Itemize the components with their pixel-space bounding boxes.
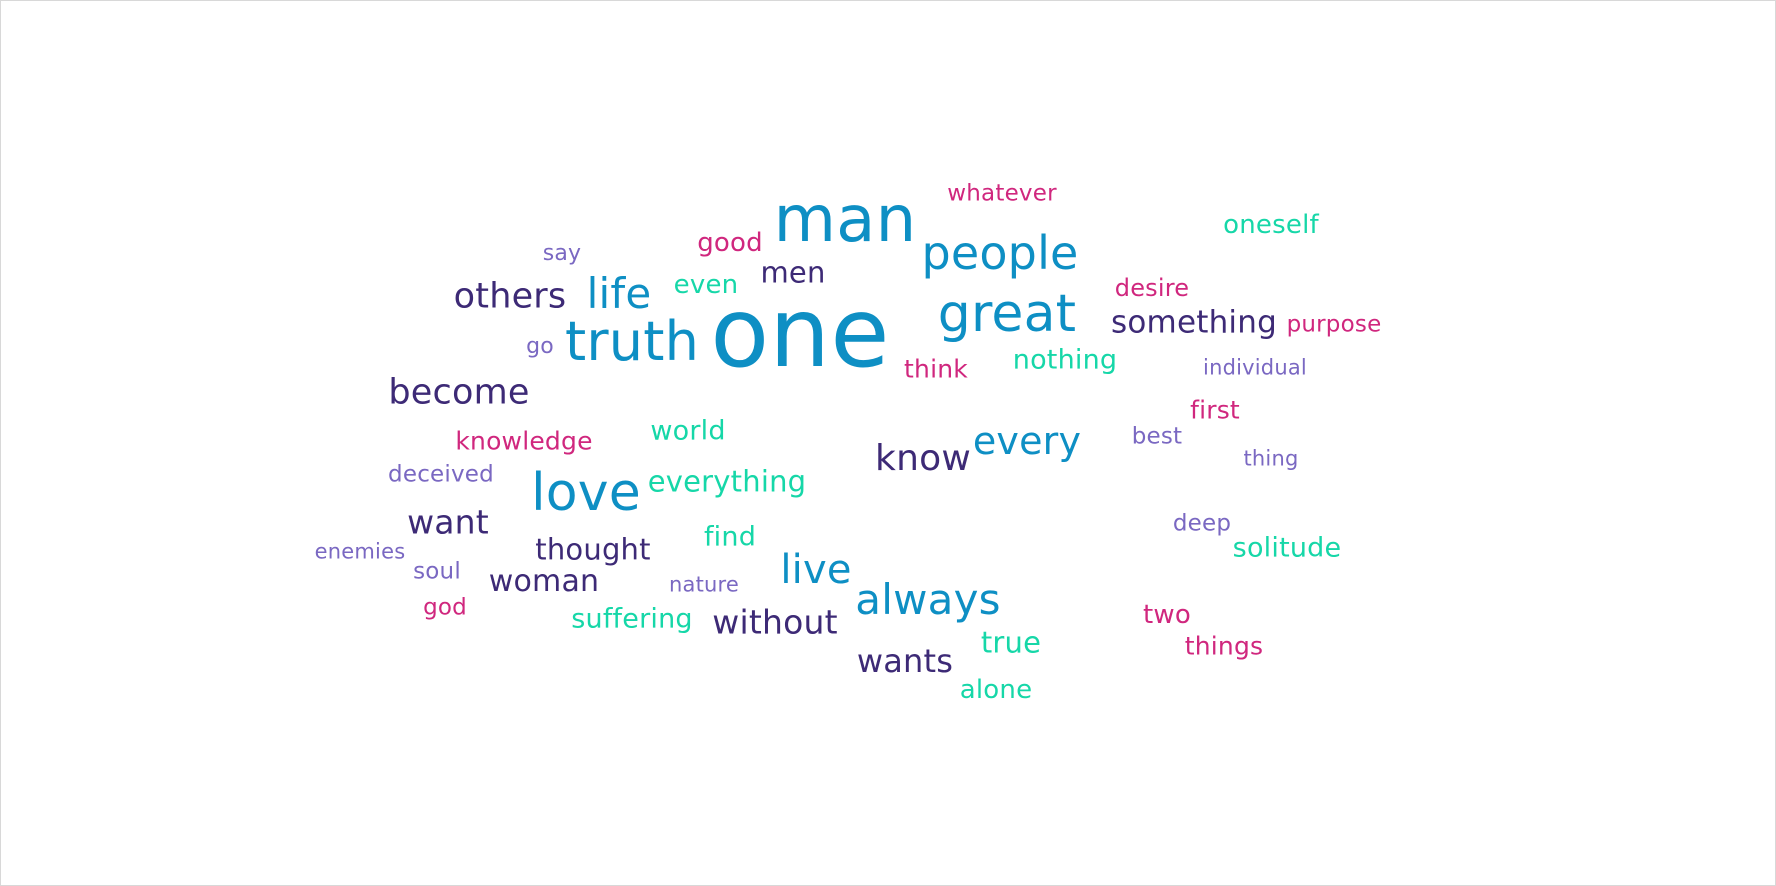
word-suffering: suffering (571, 603, 693, 635)
word-deceived: deceived (388, 461, 494, 488)
word-thing: thing (1243, 446, 1299, 471)
word-know: know (875, 438, 971, 479)
word-thought: thought (535, 532, 651, 567)
word-true: true (980, 625, 1042, 660)
word-nothing: nothing (1012, 344, 1118, 376)
word-first: first (1190, 395, 1240, 425)
word-good: good (697, 228, 763, 258)
word-love: love (531, 463, 641, 523)
word-live: live (780, 547, 852, 593)
word-without: without (712, 602, 838, 642)
word-two: two (1143, 600, 1191, 630)
word-want: want (407, 502, 489, 542)
word-every: every (972, 419, 1082, 463)
word-people: people (921, 226, 1079, 280)
word-man: man (773, 183, 917, 257)
word-always: always (855, 575, 1001, 624)
word-nature: nature (668, 572, 740, 597)
word-desire: desire (1114, 274, 1190, 302)
word-wants: wants (856, 642, 954, 680)
word-enemies: enemies (314, 539, 406, 564)
word-solitude: solitude (1232, 532, 1342, 564)
word-knowledge: knowledge (455, 426, 593, 456)
word-oneself: oneself (1223, 210, 1319, 240)
word-best: best (1131, 423, 1183, 450)
word-alone: alone (959, 675, 1033, 705)
word-find: find (703, 521, 757, 553)
word-even: even (673, 270, 739, 300)
word-men: men (760, 255, 826, 290)
word-purpose: purpose (1286, 311, 1382, 338)
word-everything: everything (647, 464, 807, 499)
word-one: one (710, 277, 890, 389)
word-say: say (542, 241, 582, 266)
word-woman: woman (488, 564, 600, 599)
word-become: become (388, 372, 530, 413)
word-things: things (1184, 631, 1264, 661)
word-something: something (1111, 304, 1277, 341)
word-great: great (937, 284, 1077, 344)
word-soul: soul (413, 558, 461, 585)
word-think: think (904, 354, 968, 384)
word-go: go (526, 334, 554, 359)
word-world: world (650, 415, 726, 447)
word-life: life (586, 269, 652, 318)
word-others: others (453, 276, 567, 317)
word-individual: individual (1203, 355, 1307, 380)
word-truth: truth (565, 310, 699, 373)
word-whatever: whatever (947, 180, 1057, 207)
word-deep: deep (1172, 510, 1232, 537)
word-god: god (423, 594, 467, 621)
